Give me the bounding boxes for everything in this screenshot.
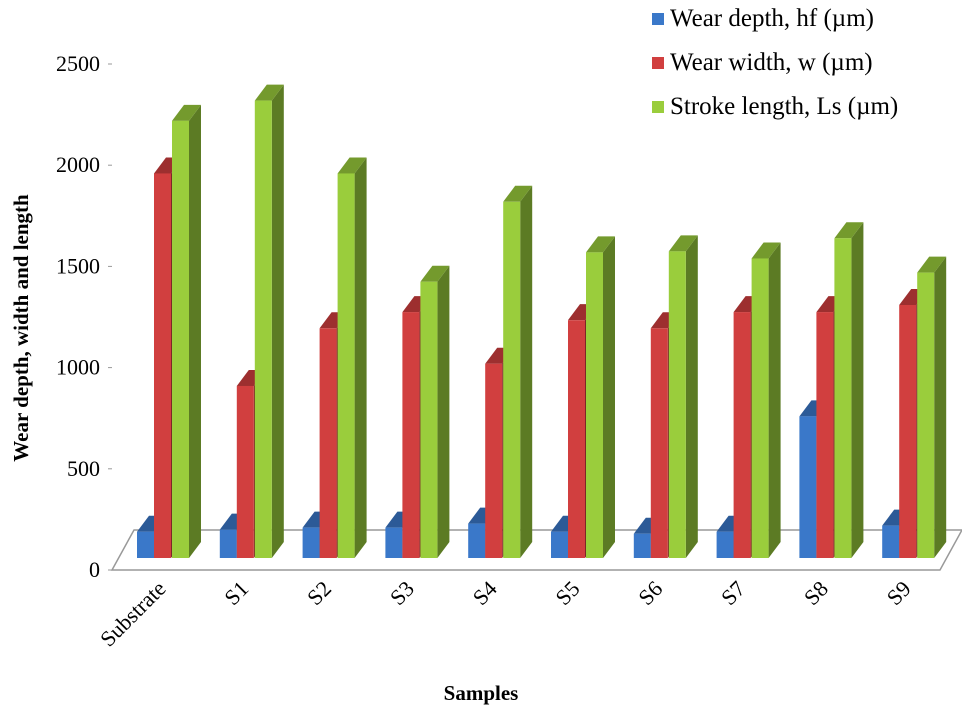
bar-front xyxy=(799,416,817,558)
bar xyxy=(834,222,864,558)
bar-side xyxy=(851,222,864,558)
bar-front xyxy=(503,201,521,558)
bar-top xyxy=(337,157,367,174)
bar-front xyxy=(586,252,603,558)
bar-top xyxy=(834,222,864,239)
bar-front xyxy=(302,527,320,558)
bar-front xyxy=(551,531,568,558)
bar xyxy=(337,157,367,558)
x-tick-label: S1 xyxy=(219,576,253,610)
x-tick-label: S8 xyxy=(799,576,833,610)
bar-front xyxy=(154,173,171,558)
bar-side xyxy=(437,265,450,558)
bar-front xyxy=(420,281,438,558)
bar xyxy=(751,242,781,558)
bar-front xyxy=(485,363,503,558)
bar-front xyxy=(385,527,403,558)
legend-label: Wear width, w (µm) xyxy=(670,49,873,76)
x-tick-label: S3 xyxy=(385,576,419,610)
bar xyxy=(668,235,698,558)
floor xyxy=(110,529,962,571)
bar-top xyxy=(420,265,450,282)
bar xyxy=(503,185,533,558)
bar-front xyxy=(236,385,254,558)
x-tick-label: S7 xyxy=(716,576,750,610)
bar-side xyxy=(603,236,615,558)
bar-front xyxy=(650,328,668,558)
bar-front xyxy=(219,529,237,558)
bar-front xyxy=(751,258,769,558)
y-axis-title: Wear depth, width and length xyxy=(9,194,33,462)
legend-label: Wear depth, hf (µm) xyxy=(670,5,874,32)
y-tick-label: 2000 xyxy=(56,152,100,177)
bar-top xyxy=(254,84,284,101)
bar-front xyxy=(917,272,935,558)
bar-side xyxy=(354,157,367,558)
y-tick-label: 500 xyxy=(67,456,100,481)
x-tick-label: S2 xyxy=(302,576,336,610)
x-tick-label: S6 xyxy=(633,576,667,610)
x-tick-label: S4 xyxy=(468,576,502,610)
bar-side xyxy=(934,256,947,558)
bar-front xyxy=(668,251,686,558)
y-tick-label: 1500 xyxy=(56,253,100,278)
bar-front xyxy=(254,100,272,559)
bar-front xyxy=(137,531,154,558)
bar-side xyxy=(685,235,698,558)
legend-swatch xyxy=(652,57,664,69)
bar-front xyxy=(816,312,834,558)
x-tick-label: S5 xyxy=(550,576,584,610)
bar xyxy=(586,236,615,558)
bar-top xyxy=(172,104,201,121)
bar-front xyxy=(882,525,900,558)
bar-front xyxy=(834,238,852,558)
bar-front xyxy=(568,320,585,558)
bar xyxy=(917,256,947,558)
legend-swatch xyxy=(652,13,664,25)
bar-front xyxy=(172,120,189,558)
y-tick-label: 0 xyxy=(89,557,100,582)
bar-top xyxy=(586,236,615,253)
bar-top xyxy=(503,185,533,202)
bar-front xyxy=(633,533,651,558)
bar-side xyxy=(189,104,201,558)
y-tick-label: 2500 xyxy=(56,51,100,76)
bar-front xyxy=(337,173,355,558)
y-tick-label: 1000 xyxy=(56,355,100,380)
bar-side xyxy=(520,185,533,558)
bar xyxy=(420,265,450,558)
x-tick-label: S9 xyxy=(882,576,916,610)
bar-front xyxy=(319,328,337,558)
bar-front xyxy=(468,523,486,558)
bar-top xyxy=(751,242,781,259)
legend-swatch xyxy=(652,101,664,113)
bar xyxy=(172,104,201,558)
bar-front xyxy=(402,312,420,558)
legend-label: Stroke length, Ls (µm) xyxy=(670,93,898,120)
bar xyxy=(254,84,284,559)
bar-side xyxy=(768,242,781,558)
bar-top xyxy=(917,256,947,273)
x-tick-label: Substrate xyxy=(95,576,171,652)
bar-front xyxy=(899,305,917,558)
bar-top xyxy=(668,235,698,252)
bar-side xyxy=(271,84,284,559)
bar-front xyxy=(733,312,751,558)
bar-front xyxy=(716,531,734,558)
x-axis-title: Samples xyxy=(444,681,519,705)
